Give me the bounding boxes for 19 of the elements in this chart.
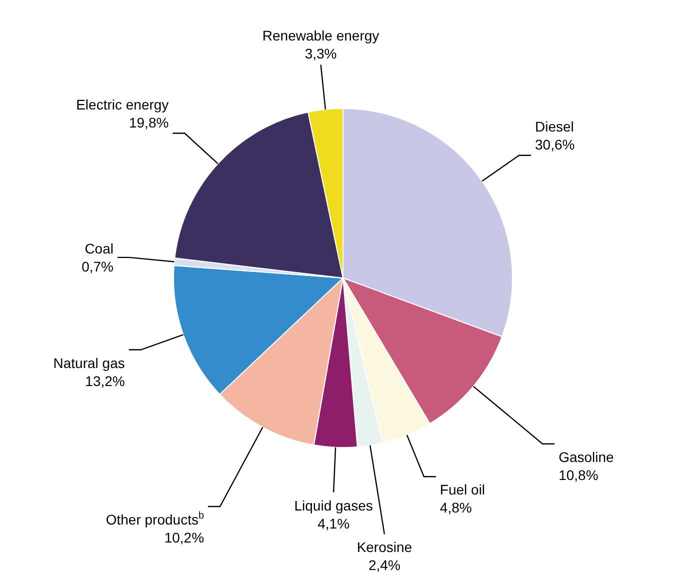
slice-label: Renewable energy xyxy=(262,28,380,44)
slice-label: Coal xyxy=(84,240,114,256)
data-label: 0,7% xyxy=(82,258,114,274)
data-label: 3,3% xyxy=(304,46,337,62)
data-label: 4,1% xyxy=(318,515,350,532)
slice-label: Gasoline xyxy=(558,448,614,465)
data-label: 19,8% xyxy=(128,114,169,130)
data-label: 2,4% xyxy=(368,557,400,574)
slice-label: Fuel oil xyxy=(440,482,486,498)
data-label: 30,6% xyxy=(535,136,575,152)
slice-label: Kerosine xyxy=(356,539,412,556)
data-label: 10,2% xyxy=(164,530,204,546)
slice-label: Electric energy xyxy=(76,96,169,112)
data-label: 13,2% xyxy=(85,372,125,389)
slice-label: Liquid gases xyxy=(294,497,373,514)
slice-label: Natural gas xyxy=(53,354,125,371)
data-label: 4,8% xyxy=(440,500,472,516)
slice-label: Diesel xyxy=(535,118,574,134)
data-label: 10,8% xyxy=(558,466,598,483)
